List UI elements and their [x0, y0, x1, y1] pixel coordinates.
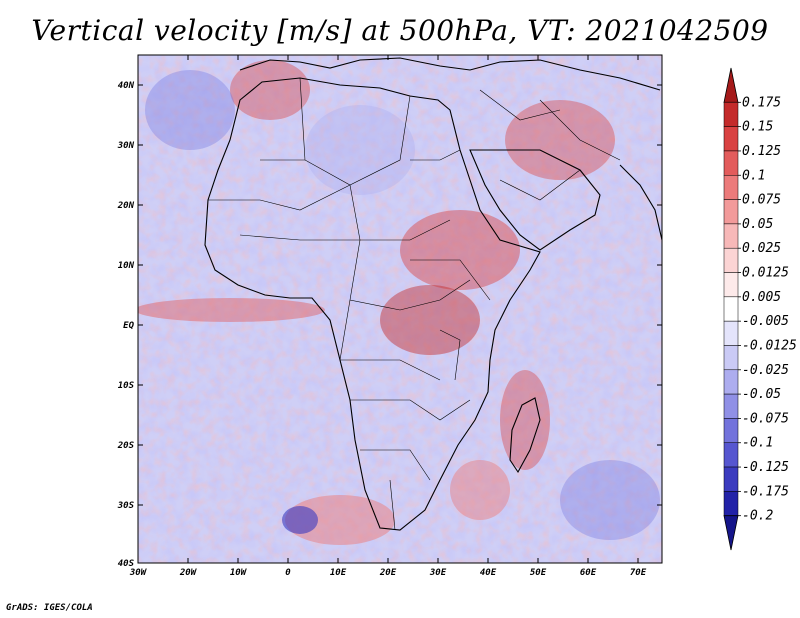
colorbar-swatch — [723, 345, 739, 371]
grads-credit: GrADS: IGES/COLA — [6, 603, 93, 613]
lat-tick-label: 20N — [117, 201, 135, 211]
field-blue-cyclone — [282, 506, 318, 534]
field-red-itcz — [138, 298, 325, 322]
lat-tick-label: 30N — [117, 141, 135, 151]
lat-tick-label: 10S — [118, 381, 135, 391]
lat-tick-label: 40N — [118, 81, 135, 91]
colorbar-label: 0.125 — [742, 144, 781, 159]
europe-coastline — [239, 57, 661, 91]
borders — [208, 77, 621, 531]
lon-tick-label: 20E — [379, 568, 397, 578]
colorbar-label: -0.005 — [742, 314, 789, 329]
colorbar-swatch — [723, 296, 739, 322]
lat-tick-label: 30S — [117, 501, 135, 511]
colorbar-label: -0.175 — [742, 484, 789, 499]
field-noise-red — [138, 55, 662, 563]
colorbar-swatch — [723, 126, 739, 152]
field-blue-sahara — [305, 105, 415, 195]
lon-tick-label: 10W — [230, 568, 248, 578]
colorbar-top-arrow — [723, 67, 739, 103]
colorbar-swatch — [723, 272, 739, 298]
colorbar-swatch — [723, 175, 739, 200]
colorbar-swatch — [723, 223, 739, 249]
africa-coastline — [204, 77, 541, 531]
colorbar-label: -0.025 — [742, 363, 789, 378]
lon-axis: 30W 20W 10W 0 10E 20E 30E 40E 50E 60E 70E — [129, 55, 647, 578]
field-red-east-africa — [380, 285, 480, 355]
lat-tick-label: 10N — [118, 261, 135, 271]
colorbar-label: -0.0125 — [742, 338, 797, 353]
colorbar-swatch — [723, 491, 739, 516]
lon-tick-label: 60E — [580, 568, 597, 578]
colorbar-label: -0.125 — [742, 460, 789, 475]
colorbar-swatch — [723, 320, 739, 346]
lon-tick-label: 10E — [330, 568, 347, 578]
colorbar-swatch — [723, 466, 739, 492]
colorbar-label: 0.025 — [742, 241, 781, 256]
colorbar-label: 0.05 — [742, 217, 773, 232]
map-frame — [137, 54, 663, 564]
lon-tick-label: 20W — [179, 568, 198, 578]
india-coastline — [619, 164, 662, 241]
colorbar-swatch — [723, 102, 739, 127]
lat-tick-label: 20S — [117, 441, 135, 451]
colorbar-swatch — [723, 393, 739, 419]
colorbar-label: 0.15 — [742, 120, 773, 135]
colorbar-label: 0.1 — [742, 168, 765, 183]
colorbar-swatch — [723, 418, 739, 443]
colorbar-swatch — [723, 369, 739, 395]
lon-tick-label: 30E — [429, 568, 447, 578]
colorbar-label: -0.1 — [742, 436, 773, 451]
colorbar-label: 0.175 — [742, 95, 781, 110]
lon-tick-label: 40E — [480, 568, 497, 578]
colorbar-label: -0.2 — [742, 509, 773, 524]
field-red-arabia — [505, 100, 615, 180]
colorbar-swatch — [723, 247, 739, 273]
coastlines — [204, 57, 662, 531]
colorbar-swatch — [723, 199, 739, 225]
colorbar-label: -0.075 — [742, 411, 789, 426]
field-red-north — [230, 60, 310, 120]
colorbar-swatch — [723, 442, 739, 468]
colorbar-label: -0.05 — [742, 387, 781, 402]
lon-tick-label: 0 — [285, 568, 291, 578]
field-red-se — [450, 460, 510, 520]
field-red-sw — [285, 495, 395, 545]
colorbar-bottom-arrow — [723, 515, 739, 551]
field-red-madagascar — [500, 370, 550, 470]
lat-tick-label: 40S — [118, 559, 135, 569]
velocity-field — [138, 55, 662, 563]
colorbar-label: 0.005 — [742, 290, 781, 305]
arabia-coastline — [469, 149, 601, 251]
field-blue-atlantic — [145, 70, 235, 150]
lat-axis: 40N 30N 20N 10N EQ 10S 20S 30S 40S — [117, 81, 662, 569]
field-red-sahel — [400, 210, 520, 290]
lat-tick-label: EQ — [123, 321, 134, 331]
chart-title: Vertical velocity [m/s] at 500hPa, VT: 2… — [31, 14, 769, 47]
colorbar: 0.175 0.15 0.125 0.1 0.075 0.05 0.025 0.0125 0.0… — [723, 67, 797, 551]
field-blue-indian — [560, 460, 660, 540]
colorbar-label: 0.075 — [742, 193, 781, 208]
lon-tick-label: 70E — [630, 568, 647, 578]
madagascar-coastline — [509, 397, 541, 474]
colorbar-label: 0.0125 — [742, 266, 789, 281]
lon-tick-label: 50E — [530, 568, 547, 578]
lon-tick-label: 30W — [129, 568, 148, 578]
colorbar-swatch — [723, 150, 739, 176]
